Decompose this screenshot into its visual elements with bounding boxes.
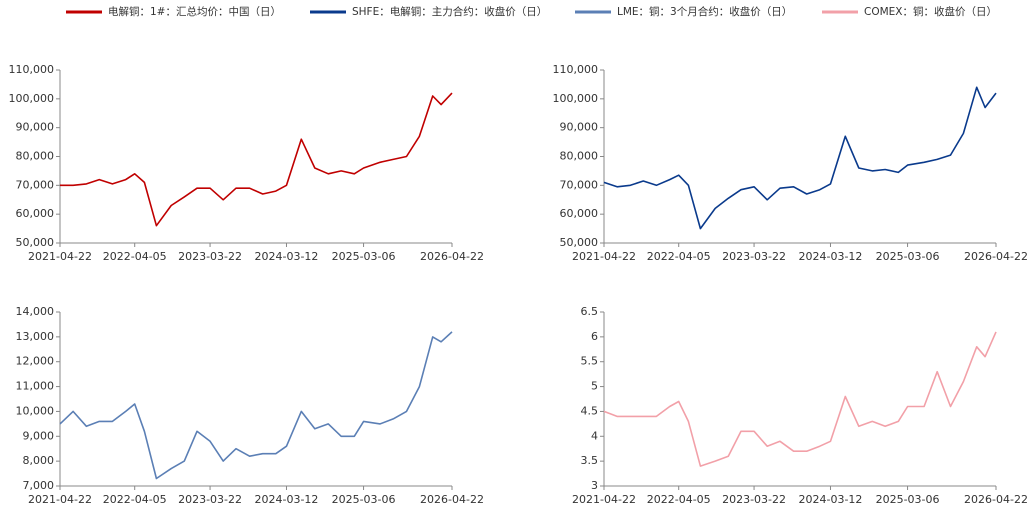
x-tick-label: 2026-04-22 (964, 250, 1027, 263)
y-tick-label: 70,000 (560, 178, 599, 191)
y-tick-label: 4.5 (581, 404, 599, 417)
x-tick-label: 2026-04-22 (420, 250, 484, 263)
y-tick-label: 60,000 (560, 207, 599, 220)
x-tick-label: 2023-03-22 (722, 493, 786, 506)
x-tick-label: 2022-04-05 (103, 493, 167, 506)
legend-label: 电解铜：1#：汇总均价：中国（日） (108, 5, 281, 18)
y-tick-label: 13,000 (16, 330, 55, 343)
y-tick-label: 90,000 (16, 121, 55, 134)
x-tick-label: 2024-03-12 (255, 250, 319, 263)
series-line (603, 331, 997, 467)
y-tick-label: 80,000 (16, 150, 55, 163)
x-tick-label: 2026-04-22 (964, 493, 1027, 506)
y-tick-label: 50,000 (560, 236, 599, 249)
x-tick-label: 2024-03-12 (799, 250, 863, 263)
y-tick-label: 6 (591, 330, 598, 343)
x-tick-label: 2025-03-06 (876, 250, 940, 263)
y-tick-label: 7,000 (23, 479, 55, 492)
y-tick-label: 80,000 (560, 150, 599, 163)
x-tick-label: 2023-03-22 (178, 250, 242, 263)
x-tick-label: 2024-03-12 (799, 493, 863, 506)
y-tick-label: 60,000 (16, 207, 55, 220)
y-tick-label: 6.5 (581, 305, 599, 318)
x-tick-label: 2023-03-22 (722, 250, 786, 263)
legend-label: COMEX：铜：收盘价（日） (864, 5, 997, 18)
x-tick-label: 2025-03-06 (332, 250, 396, 263)
x-tick-label: 2026-04-22 (420, 493, 484, 506)
x-tick-label: 2025-03-06 (876, 493, 940, 506)
y-tick-label: 100,000 (553, 92, 599, 105)
y-tick-label: 14,000 (16, 305, 55, 318)
y-tick-label: 110,000 (9, 63, 55, 76)
series-line (59, 331, 453, 480)
y-tick-label: 5.5 (581, 355, 599, 368)
y-tick-label: 4 (591, 429, 598, 442)
y-tick-label: 11,000 (16, 380, 55, 393)
x-tick-label: 2022-04-05 (647, 493, 711, 506)
y-tick-label: 12,000 (16, 355, 55, 368)
y-tick-label: 100,000 (9, 92, 55, 105)
y-tick-label: 90,000 (560, 121, 599, 134)
y-tick-label: 3.5 (581, 454, 599, 467)
x-tick-label: 2023-03-22 (178, 493, 242, 506)
y-tick-label: 10,000 (16, 404, 55, 417)
x-tick-label: 2022-04-05 (647, 250, 711, 263)
y-tick-label: 5 (591, 380, 598, 393)
series-line (60, 92, 453, 227)
x-tick-label: 2021-04-22 (572, 493, 636, 506)
x-tick-label: 2022-04-05 (103, 250, 167, 263)
y-tick-label: 70,000 (16, 178, 55, 191)
y-tick-label: 110,000 (553, 63, 599, 76)
x-tick-label: 2024-03-12 (255, 493, 319, 506)
series-line (603, 86, 997, 230)
legend-label: LME：铜：3个月合约：收盘价（日） (617, 5, 792, 18)
y-tick-label: 3 (591, 479, 598, 492)
x-tick-label: 2021-04-22 (572, 250, 636, 263)
x-tick-label: 2021-04-22 (28, 250, 92, 263)
y-tick-label: 9,000 (23, 429, 55, 442)
y-tick-label: 50,000 (16, 236, 55, 249)
x-tick-label: 2025-03-06 (332, 493, 396, 506)
y-tick-label: 8,000 (23, 454, 55, 467)
legend-label: SHFE：电解铜：主力合约：收盘价（日） (352, 5, 547, 18)
x-tick-label: 2021-04-22 (28, 493, 92, 506)
